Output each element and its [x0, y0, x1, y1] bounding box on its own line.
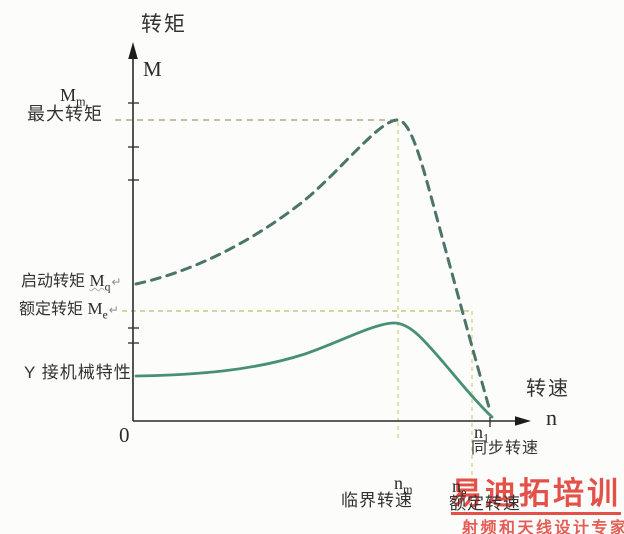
- watermark-brand: 易迪拓培训: [451, 477, 621, 515]
- x-axis-arrow-icon: [515, 416, 531, 426]
- mq-label: 启动转矩 Mq↵: [21, 271, 121, 294]
- watermark-tagline: 射频和天线设计专家: [462, 520, 624, 534]
- y-axis-symbol: M: [143, 57, 162, 81]
- mq-desc: 启动转矩: [21, 273, 86, 290]
- dashed-torque-curve: [134, 118, 492, 413]
- nm-symbol-label: nm: [394, 473, 413, 497]
- ne-desc-label: 额定转速: [449, 494, 521, 513]
- me-symbol: Me: [87, 299, 108, 322]
- solid-torque-curve: [134, 321, 494, 419]
- n1-symbol-label: n1: [474, 422, 490, 446]
- ne-symbol-label: ne: [452, 476, 467, 500]
- mm-symbol-label: Mm: [60, 85, 86, 109]
- mm-desc-label: 最大转矩: [27, 104, 103, 124]
- me-label: 额定转矩 Me↵: [19, 299, 119, 322]
- y-axis-ticks: [128, 102, 139, 344]
- y-axis-title: 转矩: [141, 13, 187, 36]
- me-desc: 额定转矩: [19, 301, 84, 318]
- n1-desc-label: 同步转速: [471, 440, 540, 457]
- solid-curve-label: Y 接机械特性: [24, 363, 132, 382]
- origin-label: 0: [119, 423, 130, 447]
- mq-symbol: Mq: [89, 271, 111, 294]
- me-return-mark-icon: ↵: [108, 303, 119, 317]
- nm-desc-label: 临界转速: [341, 491, 413, 510]
- x-axis-symbol: n: [546, 405, 557, 430]
- mq-return-mark-icon: ↵: [111, 275, 122, 289]
- y-axis-arrow-icon: [128, 42, 138, 59]
- x-axis-title: 转速: [526, 378, 570, 400]
